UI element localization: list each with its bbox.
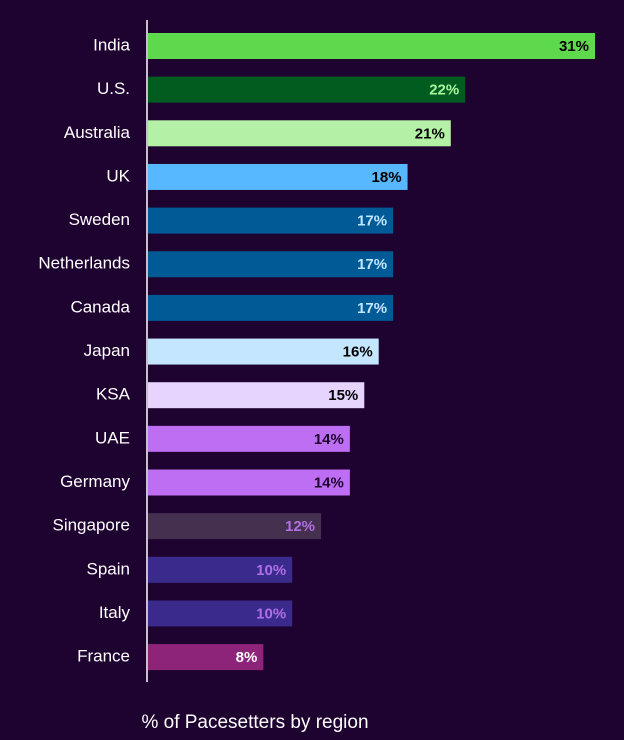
bar <box>148 425 350 452</box>
data-label: 17% <box>357 256 387 273</box>
bar <box>148 120 451 147</box>
category-label: Japan <box>84 341 130 360</box>
data-label: 16% <box>343 344 373 361</box>
data-label: 18% <box>372 169 402 186</box>
bar <box>148 513 322 540</box>
data-label: 31% <box>559 38 589 55</box>
bar <box>148 600 293 627</box>
category-label: India <box>93 35 130 54</box>
category-label: Australia <box>64 123 131 142</box>
bar <box>148 556 293 583</box>
category-label: UK <box>106 166 130 185</box>
data-label: 21% <box>415 125 445 142</box>
data-label: 17% <box>357 300 387 317</box>
category-label: Italy <box>99 603 131 622</box>
bar <box>148 382 365 409</box>
bar <box>148 33 595 59</box>
data-label: 22% <box>429 82 459 99</box>
data-label: 14% <box>314 431 344 448</box>
bar <box>148 207 394 234</box>
bar-chart: India 31% U.S. 22% Australia 21% UK 18% Sweden 17… <box>38 20 595 682</box>
bar <box>148 469 350 496</box>
category-label: Spain <box>87 559 130 578</box>
data-label: 10% <box>256 605 286 622</box>
category-label: Sweden <box>69 210 130 229</box>
bar <box>148 294 394 321</box>
data-label: 12% <box>285 518 315 535</box>
category-label: Germany <box>60 472 130 491</box>
category-label: France <box>77 647 130 666</box>
data-label: 17% <box>357 213 387 230</box>
data-label: 10% <box>256 562 286 579</box>
bar <box>148 163 408 190</box>
category-label: U.S. <box>97 79 130 98</box>
data-label: 8% <box>236 649 258 666</box>
category-label: Singapore <box>52 516 130 535</box>
bar <box>148 251 394 278</box>
data-label: 15% <box>328 387 358 404</box>
category-label: Canada <box>70 297 130 316</box>
bars-group: India 31% U.S. 22% Australia 21% UK 18% Sweden 17… <box>38 33 595 671</box>
data-label: 14% <box>314 474 344 491</box>
category-label: KSA <box>96 385 131 404</box>
bar <box>148 76 466 103</box>
bar <box>148 644 264 671</box>
category-label: UAE <box>95 428 130 447</box>
bar <box>148 338 379 365</box>
category-label: Netherlands <box>38 254 130 273</box>
x-axis-label: % of Pacesetters by region <box>141 712 369 733</box>
